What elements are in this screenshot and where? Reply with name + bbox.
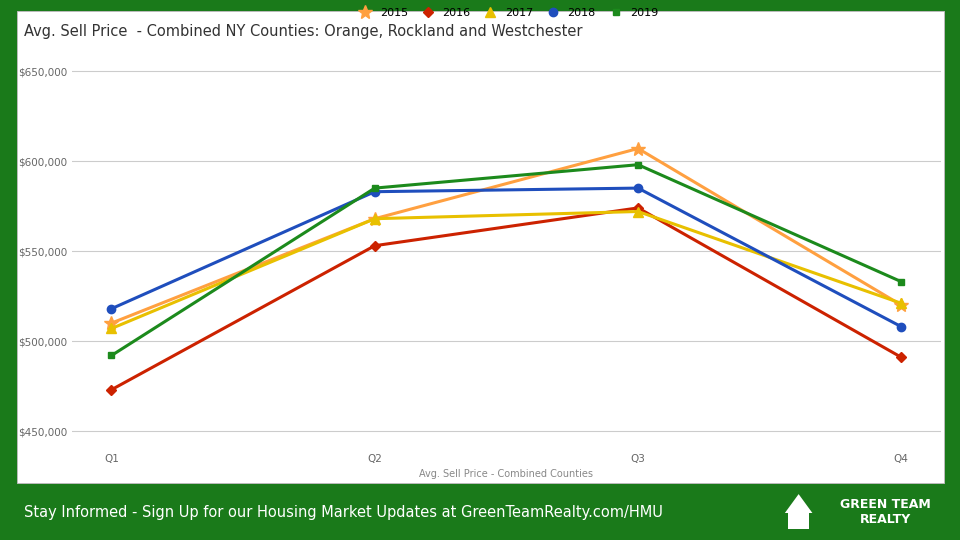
Text: Stay Informed - Sign Up for our Housing Market Updates at GreenTeamRealty.com/HM: Stay Informed - Sign Up for our Housing … — [24, 505, 662, 521]
2015 — [369, 215, 380, 222]
2015 — [633, 145, 644, 152]
Polygon shape — [785, 494, 812, 513]
2016 — [896, 354, 907, 361]
Legend: 2015, 2016, 2017, 2018, 2019: 2015, 2016, 2017, 2018, 2019 — [349, 4, 663, 23]
2017 — [896, 300, 907, 307]
2016 — [106, 387, 117, 393]
2018 — [896, 323, 907, 330]
2017 — [369, 215, 380, 222]
2016 — [369, 242, 380, 249]
2019 — [896, 279, 907, 285]
2019 — [369, 185, 380, 191]
X-axis label: Avg. Sell Price - Combined Counties: Avg. Sell Price - Combined Counties — [420, 469, 593, 480]
2018 — [106, 306, 117, 312]
Line: 2019: 2019 — [108, 161, 904, 359]
2018 — [369, 188, 380, 195]
Line: 2018: 2018 — [108, 184, 905, 331]
Line: 2015: 2015 — [105, 141, 908, 330]
2015 — [106, 320, 117, 326]
FancyBboxPatch shape — [788, 512, 809, 529]
Line: 2016: 2016 — [108, 205, 904, 393]
2017 — [633, 208, 644, 215]
2017 — [106, 325, 117, 332]
2019 — [633, 161, 644, 168]
Text: GREEN TEAM
REALTY: GREEN TEAM REALTY — [840, 498, 930, 526]
Line: 2017: 2017 — [107, 207, 906, 333]
2015 — [896, 302, 907, 308]
2016 — [633, 205, 644, 211]
2019 — [106, 352, 117, 359]
Text: Avg. Sell Price  - Combined NY Counties: Orange, Rockland and Westchester: Avg. Sell Price - Combined NY Counties: … — [24, 24, 583, 39]
2018 — [633, 185, 644, 191]
